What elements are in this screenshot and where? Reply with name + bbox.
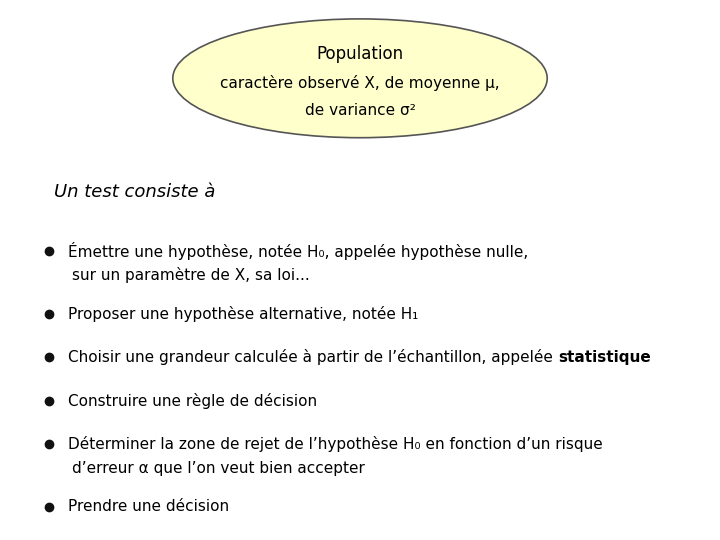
Text: caractère observé X, de moyenne μ,: caractère observé X, de moyenne μ, (220, 75, 500, 91)
Text: sur un paramètre de X, sa loi...: sur un paramètre de X, sa loi... (72, 267, 310, 284)
Text: Déterminer la zone de rejet de l’hypothèse H₀ en fonction d’un risque: Déterminer la zone de rejet de l’hypothè… (68, 436, 603, 452)
Ellipse shape (173, 19, 547, 138)
Text: Choisir une grandeur calculée à partir de l’échantillon, appelée: Choisir une grandeur calculée à partir d… (68, 349, 558, 366)
Text: d’erreur α que l’on veut bien accepter: d’erreur α que l’on veut bien accepter (72, 461, 365, 476)
Text: de variance σ²: de variance σ² (305, 103, 415, 118)
Text: Population: Population (316, 45, 404, 63)
Text: statistique: statistique (558, 350, 651, 365)
Text: Construire une règle de décision: Construire une règle de décision (68, 393, 318, 409)
Text: Émettre une hypothèse, notée H₀, appelée hypothèse nulle,: Émettre une hypothèse, notée H₀, appelée… (68, 242, 528, 260)
Text: Un test consiste à: Un test consiste à (54, 183, 215, 201)
Text: Prendre une décision: Prendre une décision (68, 499, 230, 514)
Text: Proposer une hypothèse alternative, notée H₁: Proposer une hypothèse alternative, noté… (68, 306, 419, 322)
